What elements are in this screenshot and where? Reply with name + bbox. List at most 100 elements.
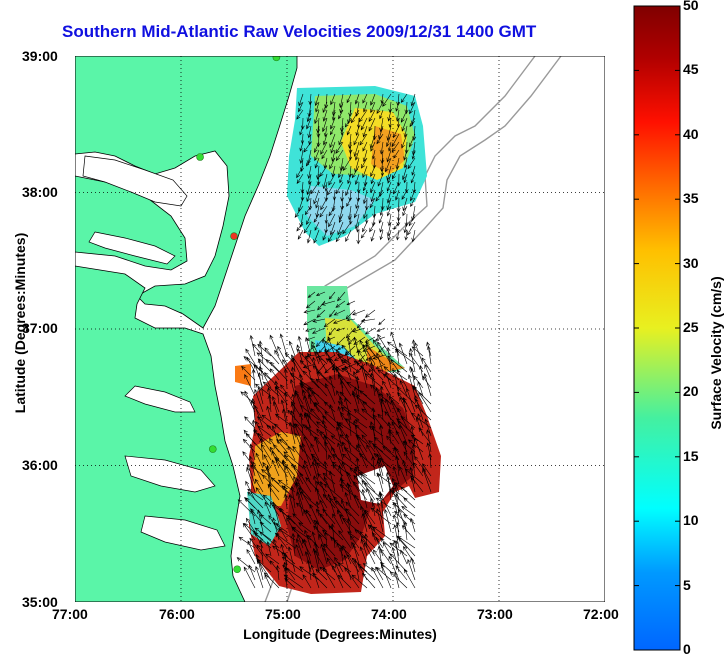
velocity-arrow bbox=[388, 141, 392, 152]
velocity-arrow bbox=[315, 481, 328, 493]
velocity-arrow bbox=[316, 133, 321, 148]
velocity-arrow bbox=[314, 93, 320, 107]
velocity-arrow bbox=[324, 411, 344, 429]
velocity-arrow bbox=[325, 383, 336, 405]
velocity-arrow bbox=[340, 125, 344, 136]
velocity-arrow bbox=[291, 526, 312, 541]
velocity-arrow bbox=[371, 425, 376, 445]
velocity-arrow bbox=[341, 453, 360, 469]
velocity-arrow bbox=[251, 369, 256, 389]
velocity-arrow bbox=[386, 197, 392, 211]
velocity-arrow bbox=[392, 125, 400, 139]
velocity-arrow bbox=[324, 213, 328, 224]
velocity-arrow bbox=[307, 352, 320, 373]
velocity-arrow bbox=[321, 300, 336, 306]
velocity-arrow bbox=[270, 477, 288, 493]
velocity-arrow bbox=[371, 407, 376, 429]
velocity-arrow bbox=[346, 300, 356, 306]
velocity-arrow bbox=[417, 413, 424, 429]
velocity-arrow bbox=[410, 517, 416, 533]
velocity-arrow bbox=[316, 421, 336, 437]
velocity-arrow bbox=[315, 336, 326, 348]
velocity-arrow bbox=[360, 473, 376, 493]
velocity-arrow bbox=[417, 380, 424, 397]
velocity-arrow bbox=[287, 514, 304, 533]
velocity-arrow bbox=[244, 416, 256, 429]
velocity-arrow bbox=[330, 435, 344, 445]
velocity-arrow bbox=[376, 501, 384, 525]
velocity-arrow bbox=[336, 336, 346, 346]
velocity-arrow bbox=[249, 443, 256, 461]
velocity-arrow bbox=[248, 564, 256, 581]
velocity-arrow bbox=[320, 141, 328, 155]
velocity-arrow bbox=[335, 229, 344, 243]
velocity-arrow bbox=[361, 157, 368, 169]
velocity-arrow bbox=[310, 453, 328, 469]
velocity-arrow bbox=[351, 390, 360, 413]
velocity-arrow bbox=[257, 371, 264, 397]
velocity-arrow bbox=[317, 473, 328, 485]
velocity-arrow bbox=[386, 181, 392, 192]
velocity-arrow bbox=[315, 487, 328, 509]
velocity-arrow bbox=[338, 165, 344, 179]
velocity-arrow bbox=[313, 213, 320, 223]
velocity-arrow bbox=[337, 291, 346, 302]
velocity-arrow bbox=[281, 485, 296, 501]
velocity-arrow bbox=[290, 410, 296, 437]
velocity-arrow bbox=[362, 563, 376, 573]
velocity-arrow bbox=[346, 125, 352, 136]
velocity-arrow bbox=[330, 117, 336, 130]
velocity-arrow bbox=[289, 378, 296, 397]
velocity-arrow bbox=[342, 517, 360, 533]
velocity-arrow bbox=[247, 491, 264, 509]
velocity-arrow bbox=[303, 141, 312, 153]
velocity-arrow bbox=[314, 141, 320, 154]
velocity-arrow bbox=[364, 533, 369, 549]
velocity-arrow bbox=[364, 510, 376, 533]
velocity-arrow bbox=[298, 444, 312, 461]
velocity-arrow bbox=[296, 165, 304, 179]
velocity-arrow bbox=[305, 157, 312, 167]
velocity-arrow bbox=[386, 205, 392, 217]
velocity-arrow bbox=[323, 543, 336, 557]
x-tick-label: 75:00 bbox=[265, 606, 301, 622]
velocity-arrow bbox=[354, 466, 368, 477]
velocity-arrow bbox=[376, 101, 384, 115]
velocity-arrow bbox=[337, 401, 352, 413]
velocity-arrow bbox=[319, 205, 328, 218]
velocity-arrow bbox=[288, 494, 296, 517]
velocity-arrow bbox=[388, 428, 400, 445]
colorbar-label: Surface Velocity (cm/s) bbox=[708, 276, 724, 430]
velocity-arrow bbox=[399, 466, 408, 485]
velocity-arrow bbox=[296, 344, 304, 365]
velocity-arrow bbox=[405, 387, 416, 413]
velocity-arrow bbox=[386, 133, 392, 148]
velocity-arrow bbox=[346, 411, 352, 437]
velocity-arrow bbox=[398, 424, 408, 445]
velocity-arrow bbox=[380, 492, 392, 517]
velocity-arrow bbox=[262, 381, 280, 397]
velocity-arrow bbox=[403, 521, 408, 541]
velocity-arrow bbox=[315, 500, 320, 517]
colorbar-tick-label: 5 bbox=[683, 576, 691, 593]
velocity-arrow bbox=[313, 457, 320, 477]
velocity-arrow bbox=[313, 402, 328, 421]
velocity-arrow bbox=[337, 574, 352, 589]
velocity-arrow bbox=[403, 440, 408, 461]
velocity-arrow bbox=[423, 372, 432, 397]
velocity-arrow bbox=[337, 423, 352, 445]
velocity-arrow bbox=[294, 482, 304, 509]
velocity-arrow bbox=[312, 572, 328, 589]
velocity-arrow bbox=[252, 343, 264, 357]
velocity-arrow bbox=[254, 478, 264, 493]
x-tick-label: 72:00 bbox=[583, 606, 619, 622]
velocity-arrow bbox=[375, 566, 392, 581]
velocity-arrow bbox=[337, 345, 346, 350]
velocity-arrow bbox=[275, 564, 280, 581]
velocity-arrow bbox=[386, 221, 392, 237]
velocity-arrow bbox=[314, 109, 320, 125]
velocity-arrow bbox=[264, 501, 272, 517]
velocity-arrow bbox=[414, 342, 424, 365]
velocity-arrow bbox=[247, 540, 256, 557]
velocity-arrow bbox=[296, 348, 312, 365]
